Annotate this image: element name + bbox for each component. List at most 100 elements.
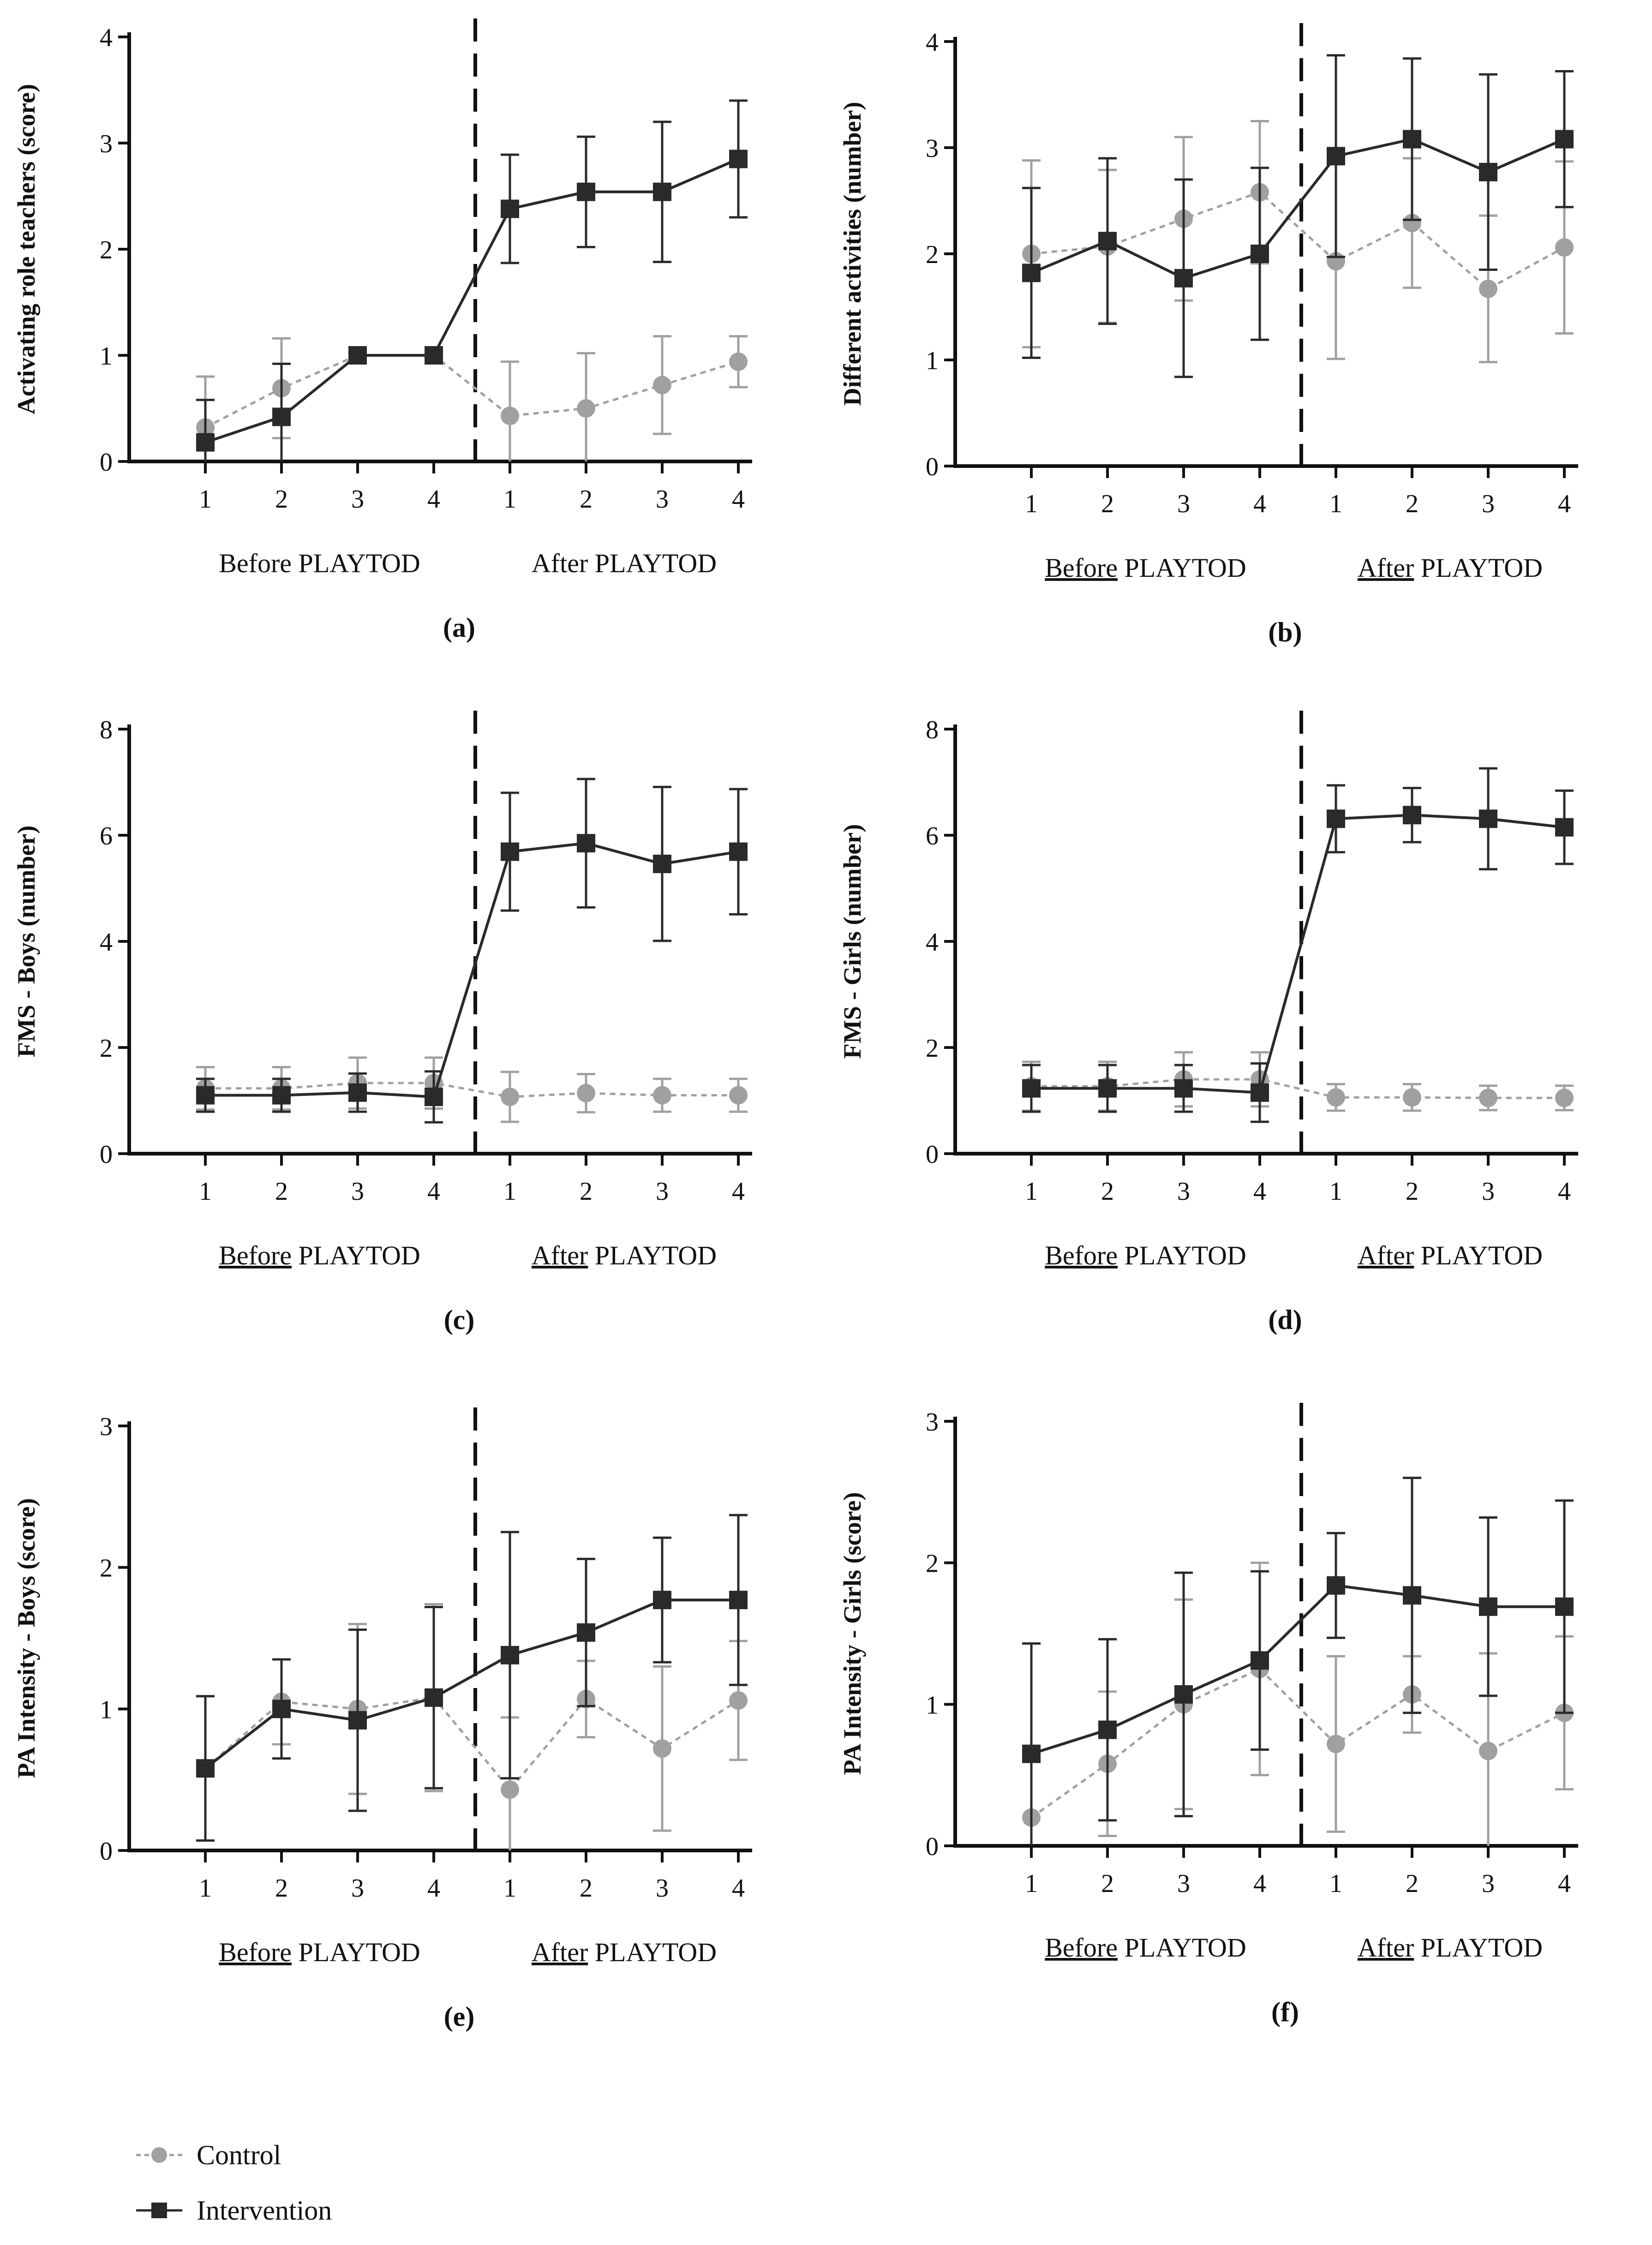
legend-label-intervention: Intervention: [197, 2195, 332, 2226]
data-point: [729, 352, 748, 371]
x-tick-label: 1: [503, 1177, 516, 1206]
x-tick-label: 2: [275, 1177, 288, 1206]
data-point: [1479, 809, 1497, 828]
y-tick-label: 2: [100, 1034, 113, 1063]
x-tick-label: 2: [275, 485, 288, 514]
y-axis-label: PA Intensity - Girls (score): [838, 1492, 866, 1775]
x-tick-label: 3: [1177, 1869, 1190, 1898]
x-tick-label: 1: [1329, 1177, 1342, 1206]
y-axis-label: PA Intensity - Boys (score): [12, 1498, 40, 1778]
x-tick-label: 1: [1329, 1869, 1342, 1898]
x-tick-label: 2: [1101, 1869, 1114, 1898]
series-line: [205, 842, 739, 1099]
series-intervention: [196, 1514, 748, 1842]
y-tick-label: 2: [100, 1554, 113, 1583]
data-point: [272, 407, 291, 426]
chart-panel-d: 0 2 4 6 8 FMS - Girls (number) 1 2 3 4 1 2 3 4 Before …: [838, 711, 1578, 1335]
group-label-underlined: After: [532, 1240, 588, 1270]
series-control: [196, 335, 748, 461]
group-label-underlined: After: [1358, 1933, 1414, 1963]
group-label-underlined: Before: [1045, 1933, 1118, 1963]
data-point: [729, 1591, 748, 1610]
data-point: [1174, 1685, 1193, 1704]
group-label: Before PLAYTOD: [1045, 553, 1246, 583]
panel-label: (b): [1268, 617, 1302, 647]
group-label-rest: PLAYTOD: [1118, 1240, 1246, 1270]
data-point: [729, 150, 748, 168]
data-point: [653, 376, 671, 395]
data-point: [577, 1623, 595, 1642]
group-label-rest: PLAYTOD: [1118, 553, 1246, 583]
group-label: Before PLAYTOD: [219, 548, 420, 578]
data-point: [1479, 162, 1497, 181]
group-label: Before PLAYTOD: [1045, 1933, 1246, 1963]
data-point: [196, 433, 215, 452]
x-tick-label: 4: [1253, 490, 1266, 518]
y-tick-label: 0: [100, 1837, 113, 1866]
series-intervention: [1022, 54, 1574, 378]
x-tick-label: 3: [656, 1177, 669, 1206]
data-point: [653, 855, 671, 874]
x-tick-label: 1: [1025, 1869, 1038, 1898]
panel-label: (f): [1271, 1997, 1299, 2027]
series-line: [1031, 1078, 1564, 1099]
group-label-rest: PLAYTOD: [1414, 1933, 1543, 1963]
x-tick-label: 4: [1558, 1177, 1571, 1206]
series-line: [205, 157, 739, 444]
y-tick-label: 2: [926, 240, 939, 269]
group-label: Before PLAYTOD: [219, 1240, 420, 1270]
x-tick-label: 3: [656, 485, 669, 514]
data-point: [1479, 279, 1497, 298]
group-label-rest: PLAYTOD: [292, 1937, 420, 1967]
y-axis-label: FMS - Boys (number): [12, 826, 40, 1057]
group-label-rest: PLAYTOD: [588, 1240, 717, 1270]
data-point: [729, 842, 748, 861]
x-tick-label: 4: [1558, 1869, 1571, 1898]
data-point: [272, 1086, 291, 1105]
data-point: [1555, 130, 1574, 149]
data-point: [577, 182, 595, 201]
y-tick-label: 4: [926, 28, 939, 57]
y-axis-label: Different activities (number): [838, 102, 866, 406]
data-point: [196, 1086, 215, 1105]
y-tick-label: 0: [100, 1140, 113, 1169]
y-tick-label: 8: [926, 716, 939, 744]
x-tick-label: 3: [1482, 1177, 1495, 1206]
series-line: [1030, 1667, 1565, 1819]
group-label: After PLAYTOD: [532, 1240, 717, 1270]
data-point: [425, 1087, 443, 1106]
data-point: [1098, 232, 1117, 251]
data-point: [729, 1691, 748, 1710]
group-label-rest: After PLAYTOD: [532, 548, 717, 578]
data-point: [1479, 1089, 1497, 1108]
y-tick-label: 0: [926, 1140, 939, 1169]
x-tick-label: 2: [1101, 1177, 1114, 1206]
legend: Control Intervention: [134, 2127, 332, 2238]
series-line: [1031, 191, 1565, 290]
data-point: [653, 182, 671, 201]
data-point: [501, 407, 519, 425]
y-tick-label: 2: [926, 1550, 939, 1578]
series-line: [1030, 138, 1565, 280]
panel-label: (c): [444, 1305, 475, 1335]
data-point: [272, 1700, 291, 1718]
data-point: [1327, 1088, 1345, 1107]
x-tick-label: 2: [1406, 1177, 1419, 1206]
y-tick-label: 6: [926, 822, 939, 850]
x-tick-label: 4: [1253, 1177, 1266, 1206]
group-label-underlined: After: [532, 1937, 588, 1967]
data-point: [1251, 245, 1269, 263]
group-label-underlined: After: [1358, 1240, 1414, 1270]
series-line: [204, 1598, 738, 1770]
data-point: [653, 1086, 671, 1105]
group-label-underlined: After: [1358, 553, 1414, 583]
y-axis-label: FMS - Girls (number): [838, 824, 866, 1059]
group-label-underlined: Before: [1045, 553, 1118, 583]
group-label-underlined: Before: [1045, 1240, 1118, 1270]
y-tick-label: 2: [926, 1034, 939, 1063]
data-point: [1403, 130, 1421, 149]
data-point: [501, 842, 519, 861]
x-tick-label: 4: [732, 485, 745, 514]
series-intervention: [196, 99, 748, 461]
data-point: [1555, 1597, 1574, 1616]
